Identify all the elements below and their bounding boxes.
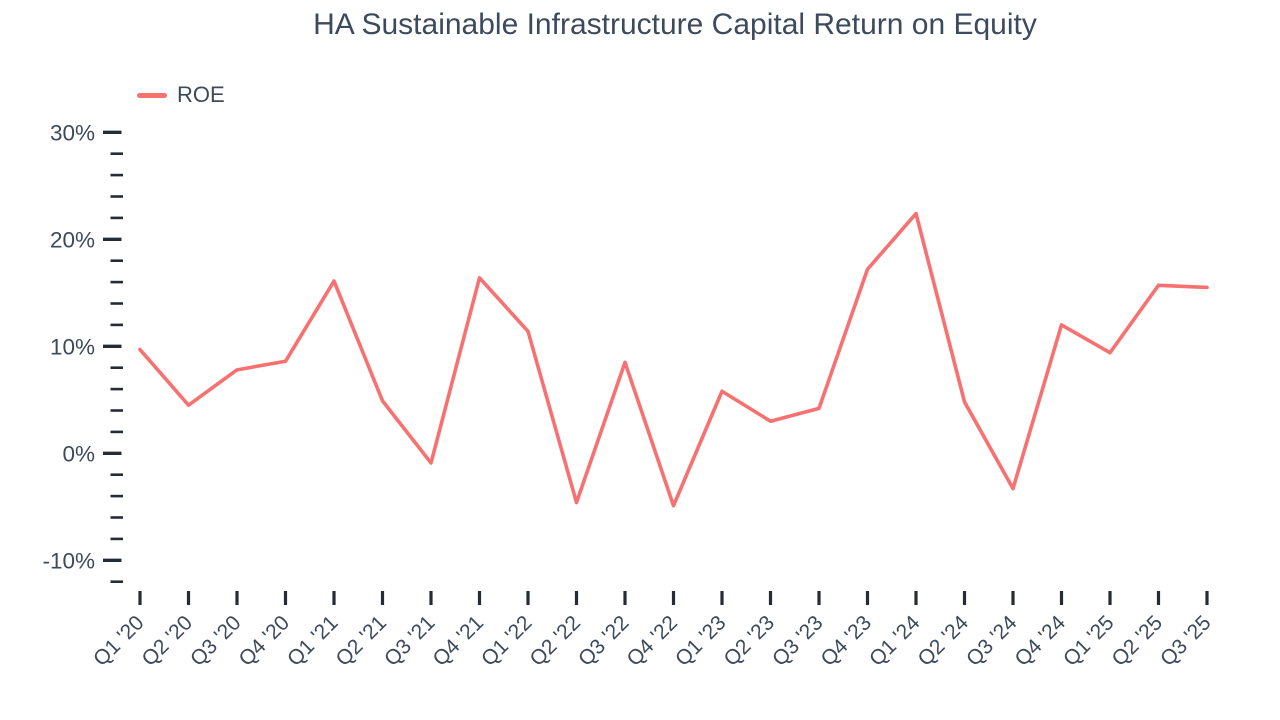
x-axis-label: Q1 '23 [671,611,731,671]
legend-label: ROE [177,82,225,107]
x-axis-label: Q3 '22 [574,611,634,671]
x-axis-label: Q4 '24 [1010,611,1070,671]
x-axis-label: Q1 '20 [89,611,149,671]
y-axis-tick-label: 10% [50,334,95,359]
y-axis-tick-label: 30% [50,120,95,145]
x-axis-label: Q4 '21 [428,611,488,671]
x-axis-label: Q3 '25 [1156,611,1216,671]
roe-line [138,211,1209,508]
x-axis-label: Q2 '20 [137,611,197,671]
legend: ROE [137,82,225,108]
y-axis-tick-label: -10% [42,548,95,573]
x-axis-label: Q2 '22 [525,611,585,671]
x-axis-label: Q3 '20 [186,611,246,671]
y-axis-tick-label: 0% [62,441,95,466]
x-axis-label: Q1 '22 [477,611,537,671]
x-axis-label: Q4 '23 [816,611,876,671]
y-axis-tick-label: 20% [50,227,95,252]
x-axis-label: Q2 '25 [1107,611,1167,671]
x-axis-label: Q2 '24 [913,611,973,671]
chart-title: HA Sustainable Infrastructure Capital Re… [313,8,1037,41]
x-axis-label: Q1 '21 [283,611,343,671]
x-axis-label: Q4 '20 [234,611,294,671]
x-axis-label: Q2 '21 [331,611,391,671]
legend-line-swatch [137,92,167,98]
x-axis-label: Q3 '24 [962,611,1022,671]
x-axis-label: Q3 '23 [768,611,828,671]
x-axis-label: Q1 '25 [1059,611,1119,671]
x-axis-label: Q3 '21 [380,611,440,671]
x-axis-label: Q1 '24 [865,611,925,671]
x-axis-label: Q4 '22 [622,611,682,671]
x-axis-label: Q2 '23 [719,611,779,671]
